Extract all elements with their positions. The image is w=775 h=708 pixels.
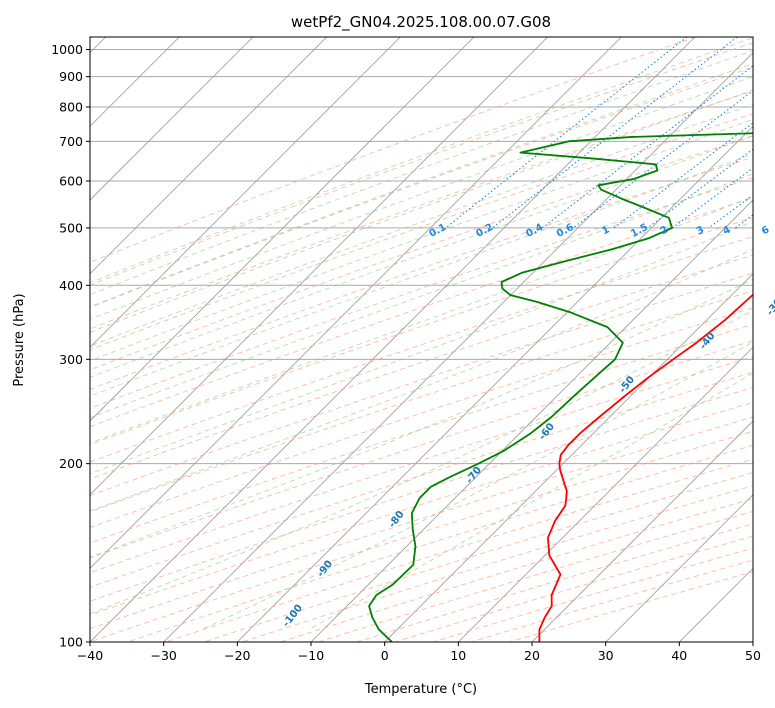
y-tick-label: 700	[59, 134, 83, 149]
chart-title: wetPf2_GN04.2025.108.00.07.G08	[291, 13, 551, 32]
dry-adiabat-line	[90, 42, 753, 286]
plot-frame	[89, 36, 754, 643]
dry-adiabat-line	[90, 113, 753, 351]
x-tick-label: −20	[224, 648, 250, 663]
dry-adiabat-line	[90, 197, 753, 428]
dry-adiabat-line	[90, 177, 753, 409]
dry-adiabat-line	[90, 290, 753, 513]
y-tick-label: 100	[59, 635, 83, 650]
mixing-ratio-label: 3	[695, 224, 706, 237]
x-tick-label: −40	[77, 648, 103, 663]
moist-adiabat-line	[90, 248, 753, 512]
moist-adiabat-line	[90, 309, 753, 615]
isotherm-line	[531, 420, 753, 642]
mixing-ratio-line	[542, 65, 753, 229]
y-tick-label: 200	[59, 456, 83, 471]
x-axis-label: Temperature (°C)	[364, 682, 477, 697]
isotherm-line	[90, 37, 254, 201]
mixing-ratio-label: 4	[721, 224, 732, 237]
dry-adiabat-label: -30	[765, 297, 775, 318]
moist-adiabat-line	[90, 76, 753, 320]
x-tick-label: −30	[151, 648, 177, 663]
dry-adiabat-line	[90, 387, 753, 602]
moist-adiabat-line	[90, 173, 753, 419]
temperature-profile-line	[538, 293, 753, 642]
y-tick-label: 500	[59, 220, 83, 235]
isotherm-line	[90, 37, 475, 422]
plot-background	[90, 37, 753, 642]
isotherm-line	[384, 273, 753, 642]
y-axis-label: Pressure (hPa)	[12, 293, 27, 386]
mixing-ratio-label: 2	[659, 224, 670, 237]
x-tick-label: 20	[524, 648, 540, 663]
x-tick-label: 10	[450, 648, 466, 663]
moist-adiabat-line	[90, 50, 753, 296]
y-tick-label: 900	[59, 69, 83, 84]
moist-adiabat-line	[90, 89, 753, 333]
y-tick-label: 800	[59, 100, 83, 115]
mixing-ratio-label: 1	[600, 224, 611, 237]
x-tick-label: 30	[598, 648, 614, 663]
moist-adiabat-line	[90, 135, 753, 378]
moist-adiabat-line	[90, 37, 753, 284]
y-tick-label: 400	[59, 278, 83, 293]
series-layer	[368, 132, 753, 642]
dry-adiabat-line	[90, 340, 753, 559]
x-tick-label: −10	[298, 648, 324, 663]
dewpoint-profile-line	[368, 132, 753, 642]
mixing-ratio-line	[572, 90, 753, 229]
tick-layer: −40 −30 −20 −10 0 10 20 30 40 50 100 200 300 400 500 60…	[51, 42, 761, 663]
moist-adiabat-line	[90, 63, 753, 308]
x-tick-label: 50	[745, 648, 761, 663]
dry-adiabat-line	[90, 307, 753, 529]
moist-adiabat-line	[90, 153, 753, 397]
isotherm-line	[458, 346, 753, 642]
isotherm-line	[90, 37, 327, 275]
isotherm-line	[752, 641, 753, 642]
isotherm-line	[90, 37, 401, 348]
isotherm-line	[90, 37, 696, 642]
y-tick-label: 300	[59, 352, 83, 367]
x-tick-label: 0	[381, 648, 389, 663]
x-tick-label: 40	[671, 648, 687, 663]
isotherm-line	[310, 199, 753, 642]
isotherm-line	[237, 125, 753, 642]
dry-adiabat-line	[90, 37, 696, 263]
isotherm-line	[605, 494, 753, 642]
y-tick-label: 600	[59, 174, 83, 189]
dry-adiabat-line	[90, 90, 753, 330]
isotherm-line	[90, 37, 622, 569]
y-tick-label: 1000	[51, 42, 83, 57]
grid-layer	[90, 37, 753, 642]
mixing-ratio-line	[492, 37, 738, 229]
mixing-ratio-label: 6	[760, 224, 771, 237]
mixing-ratio-line	[672, 167, 753, 229]
dry-adiabat-line	[90, 254, 753, 480]
isotherm-line	[90, 37, 548, 496]
